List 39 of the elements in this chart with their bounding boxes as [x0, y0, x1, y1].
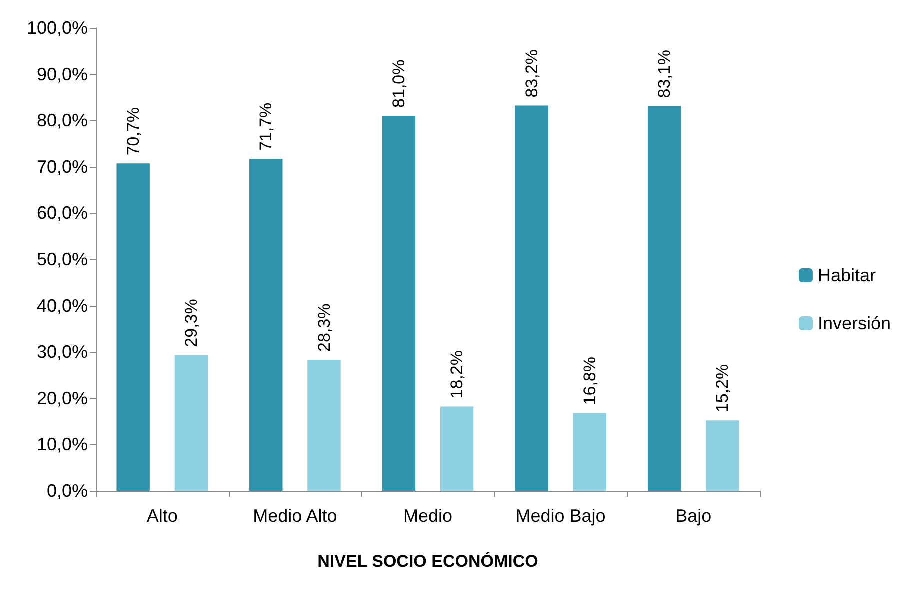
- y-tick-label: 10,0%: [36, 434, 88, 455]
- bar: [174, 355, 208, 491]
- x-tick-label: Medio Alto: [253, 506, 338, 526]
- y-tick-label: 50,0%: [36, 250, 88, 270]
- y-tick-label: 30,0%: [36, 342, 88, 362]
- data-label: 71,7%: [256, 102, 276, 152]
- bar: [515, 106, 548, 491]
- bar: [116, 164, 150, 491]
- bar: [706, 420, 740, 491]
- data-label: 28,3%: [314, 304, 334, 352]
- bar: [573, 413, 606, 491]
- data-label: 83,2%: [522, 50, 542, 98]
- data-label: 16,8%: [580, 357, 600, 406]
- bar: [250, 159, 283, 491]
- y-tick-label: 60,0%: [36, 203, 88, 224]
- y-tick-label: 20,0%: [36, 388, 88, 408]
- x-tick-label: Bajo: [676, 506, 712, 526]
- bar: [648, 106, 682, 491]
- x-tick-label: Alto: [146, 506, 178, 526]
- data-label: 29,3%: [182, 299, 201, 348]
- y-tick-label: 90,0%: [36, 64, 88, 84]
- legend-label: Inversión: [818, 314, 892, 334]
- y-tick-label: 0,0%: [46, 481, 88, 501]
- data-label: 70,7%: [124, 107, 143, 156]
- x-tick-label: Medio: [403, 506, 453, 526]
- legend-label: Habitar: [818, 266, 876, 286]
- x-axis-title: NIVEL SOCIO ECONÓMICO: [318, 551, 538, 571]
- bar: [440, 406, 474, 491]
- y-tick-label: 100,0%: [26, 18, 88, 38]
- x-tick-label: Medio Bajo: [516, 506, 606, 526]
- data-label: 18,2%: [448, 350, 467, 399]
- bar: [382, 116, 416, 491]
- y-tick-label: 40,0%: [36, 296, 88, 316]
- y-tick-label: 70,0%: [36, 156, 88, 177]
- data-label: 81,0%: [389, 60, 408, 108]
- y-tick-label: 80,0%: [36, 110, 88, 131]
- bar: [308, 360, 341, 491]
- data-label: 15,2%: [713, 364, 732, 413]
- data-label: 83,1%: [655, 50, 674, 98]
